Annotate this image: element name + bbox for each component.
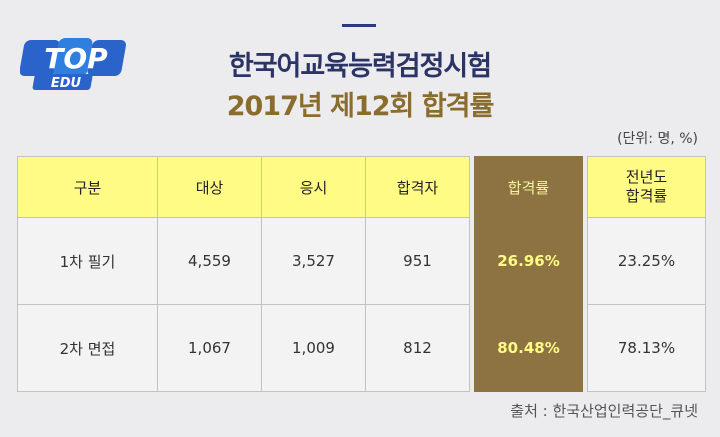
header-pass-rate: 합격률	[474, 156, 583, 218]
row-pass-rate: 80.48%	[474, 304, 583, 392]
header-prev-year-pass-rate: 전년도 합격률	[587, 156, 706, 218]
table-header-row: 구분 대상 응시 합격자 합격률 전년도 합격률	[17, 156, 706, 218]
header-category: 구분	[17, 156, 158, 218]
row-applicants: 3,527	[261, 217, 366, 305]
svg-text:EDU: EDU	[51, 76, 82, 91]
row-category: 1차 필기	[17, 217, 158, 305]
row-pass-rate: 26.96%	[474, 217, 583, 305]
row-target: 4,559	[157, 217, 262, 305]
page-title: 한국어교육능력검정시험	[228, 51, 492, 82]
header-target: 대상	[157, 156, 262, 218]
table-row: 2차 면접 1,067 1,009 812 80.48% 78.13%	[17, 304, 706, 392]
unit-note: (단위: 명, %)	[617, 131, 698, 147]
page-subtitle: 2017년 제12회 합격률	[226, 91, 495, 122]
header-applicants: 응시	[261, 156, 366, 218]
row-prev-year-pass-rate: 78.13%	[587, 304, 706, 392]
pass-rate-table: 구분 대상 응시 합격자 합격률 전년도 합격률 1차 필기 4,559 3,5…	[17, 156, 706, 392]
row-category: 2차 면접	[17, 304, 158, 392]
row-target: 1,067	[157, 304, 262, 392]
row-applicants: 1,009	[261, 304, 366, 392]
svg-text:TOP: TOP	[44, 42, 108, 75]
table-row: 1차 필기 4,559 3,527 951 26.96% 23.25%	[17, 217, 706, 305]
top-edu-logo: TOP EDU	[20, 38, 126, 91]
title-accent-rule	[342, 24, 376, 27]
header-passers: 합격자	[365, 156, 470, 218]
row-passers: 951	[365, 217, 470, 305]
source-note: 출처 : 한국산업인력공단_큐넷	[510, 402, 698, 420]
row-prev-year-pass-rate: 23.25%	[587, 217, 706, 305]
row-passers: 812	[365, 304, 470, 392]
